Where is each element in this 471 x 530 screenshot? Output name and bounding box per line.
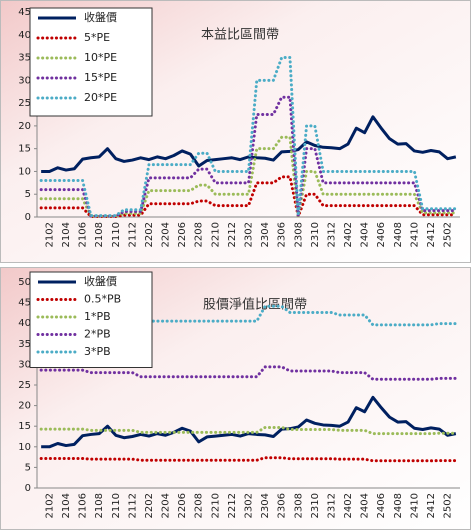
y-tick-label: 35 (18, 339, 31, 350)
legend-label: 3*PB (84, 345, 111, 358)
x-tick-label: 2412 (426, 222, 437, 247)
y-tick-label: 45 (18, 7, 31, 18)
legend-label: 15*PE (84, 71, 117, 84)
x-tick-label: 2104 (61, 493, 72, 518)
x-tick-label: 2402 (343, 222, 354, 247)
legend-label: 5*PE (84, 31, 110, 44)
series-line (39, 135, 458, 218)
x-tick-label: 2212 (227, 493, 238, 518)
x-tick-label: 2502 (443, 493, 454, 518)
x-tick-label: 2102 (44, 493, 55, 518)
x-tick-label: 2306 (277, 493, 288, 518)
x-tick-label: 2306 (277, 222, 288, 247)
series-line (39, 425, 458, 436)
y-tick-label: 10 (18, 442, 31, 453)
x-tick-label: 2312 (326, 493, 337, 518)
legend-label: 收盤價 (84, 10, 117, 24)
series-line (39, 365, 458, 381)
x-tick-label: 2312 (326, 222, 337, 247)
x-tick-label: 2406 (376, 222, 387, 247)
x-tick-label: 2204 (161, 493, 172, 518)
x-tick-label: 2112 (127, 222, 138, 247)
x-tick-label: 2410 (409, 493, 420, 518)
series-line (39, 56, 458, 218)
x-tick-label: 2502 (443, 222, 454, 247)
y-tick-label: 40 (18, 30, 31, 41)
x-tick-label: 2208 (194, 493, 205, 518)
y-tick-label: 25 (18, 380, 31, 391)
x-tick-label: 2110 (111, 222, 122, 247)
x-tick-label: 2212 (227, 222, 238, 247)
y-tick-label: 5 (25, 462, 31, 473)
series-line (41, 115, 457, 173)
x-tick-label: 2308 (293, 493, 304, 518)
y-tick-label: 50 (18, 277, 31, 288)
x-tick-label: 2404 (360, 493, 371, 518)
legend-label: 2*PB (84, 328, 111, 341)
chart-title: 本益比區間帶 (201, 28, 279, 43)
x-tick-label: 2402 (343, 493, 354, 518)
x-tick-label: 2210 (210, 493, 221, 518)
y-tick-label: 0 (25, 483, 31, 494)
x-tick-label: 2106 (78, 493, 89, 518)
legend-label: 收盤價 (84, 274, 117, 288)
x-tick-label: 2304 (260, 493, 271, 518)
x-tick-label: 2112 (127, 493, 138, 518)
x-tick-label: 2308 (293, 222, 304, 247)
y-tick-label: 15 (18, 421, 31, 432)
legend-box (29, 271, 153, 368)
x-tick-label: 2206 (177, 222, 188, 247)
x-tick-label: 2102 (44, 222, 55, 247)
y-tick-label: 30 (18, 75, 31, 86)
x-tick-label: 2106 (78, 222, 89, 247)
x-tick-label: 2206 (177, 493, 188, 518)
y-tick-label: 20 (18, 401, 31, 412)
x-tick-label: 2304 (260, 222, 271, 247)
x-tick-label: 2406 (376, 493, 387, 518)
x-tick-label: 2412 (426, 493, 437, 518)
x-tick-label: 2104 (61, 222, 72, 247)
legend-label: 20*PE (84, 91, 117, 104)
y-tick-label: 0 (25, 212, 31, 223)
x-tick-label: 2110 (111, 493, 122, 518)
x-tick-label: 2202 (144, 493, 155, 518)
x-tick-label: 2210 (210, 222, 221, 247)
legend-label: 1*PB (84, 310, 111, 323)
y-tick-label: 40 (18, 318, 31, 329)
y-tick-label: 45 (18, 298, 31, 309)
x-tick-label: 2310 (310, 222, 321, 247)
x-tick-label: 2404 (360, 222, 371, 247)
x-tick-label: 2204 (161, 222, 172, 247)
y-tick-label: 15 (18, 144, 31, 155)
x-tick-label: 2302 (244, 222, 255, 247)
legend-label: 10*PE (84, 51, 117, 64)
x-tick-label: 2302 (244, 493, 255, 518)
x-tick-label: 2408 (393, 493, 404, 518)
y-tick-label: 25 (18, 98, 31, 109)
x-tick-label: 2410 (409, 222, 420, 247)
y-tick-label: 10 (18, 166, 31, 177)
x-tick-label: 2310 (310, 493, 321, 518)
legend-label: 0.5*PB (84, 293, 121, 306)
y-tick-label: 35 (18, 53, 31, 64)
x-tick-label: 2202 (144, 222, 155, 247)
x-tick-label: 2108 (94, 493, 105, 518)
series-line (39, 456, 458, 463)
y-tick-label: 5 (25, 189, 31, 200)
x-tick-label: 2208 (194, 222, 205, 247)
x-tick-label: 2108 (94, 222, 105, 247)
chart-title: 股價淨值比區間帶 (203, 297, 307, 313)
y-tick-label: 30 (18, 359, 31, 370)
x-tick-label: 2408 (393, 222, 404, 247)
y-tick-label: 20 (18, 121, 31, 132)
